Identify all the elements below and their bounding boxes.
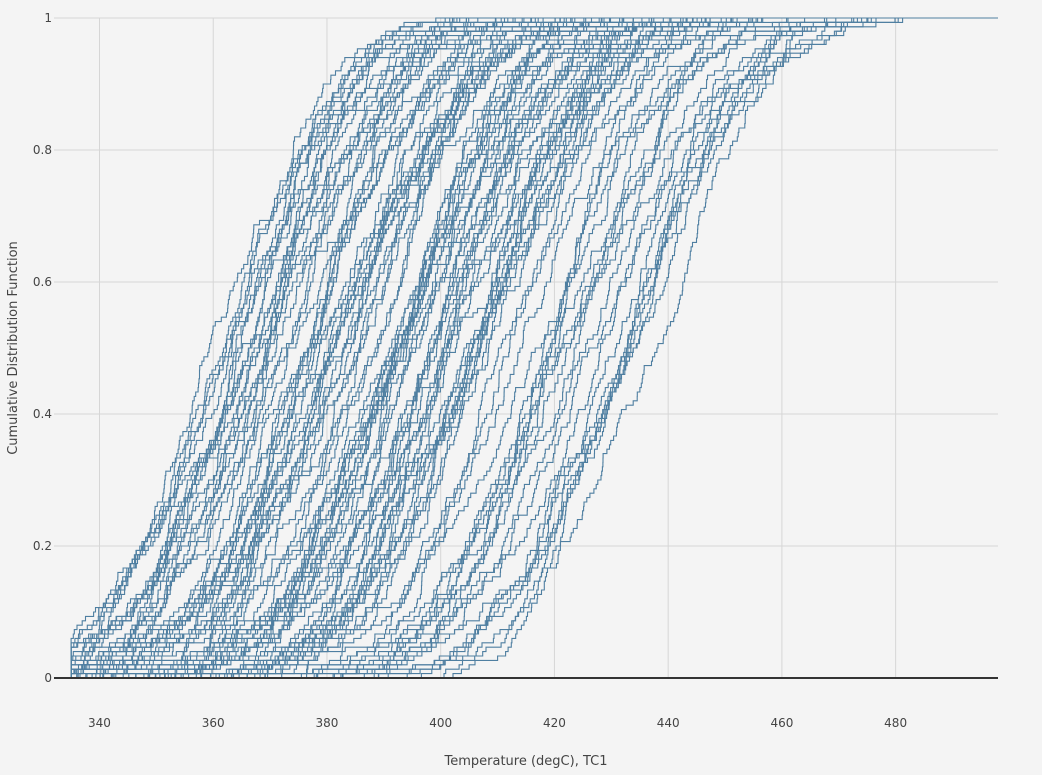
cdf-series-line xyxy=(54,17,998,679)
cdf-series-line xyxy=(54,17,998,679)
cdf-series-line xyxy=(54,17,998,679)
cdf-series-group xyxy=(54,17,998,679)
y-tick-label: 0.4 xyxy=(33,407,52,421)
y-tick-label: 0.2 xyxy=(33,539,52,553)
cdf-series-line xyxy=(54,17,998,679)
cdf-series-line xyxy=(54,17,998,679)
cdf-series-line xyxy=(54,17,998,679)
cdf-series-line xyxy=(54,17,998,679)
cdf-series-line xyxy=(54,17,998,679)
y-tick-label: 1 xyxy=(44,11,52,25)
cdf-series-line xyxy=(54,17,998,679)
cdf-series-line xyxy=(54,17,998,679)
cdf-series-line xyxy=(54,17,998,679)
y-tick-labels: 0 0.2 0.4 0.6 0.8 1 xyxy=(33,11,52,685)
cdf-series-line xyxy=(54,17,998,679)
y-tick-label: 0.6 xyxy=(33,275,52,289)
cdf-series-line xyxy=(54,17,998,679)
cdf-series-line xyxy=(54,17,998,679)
x-tick-label: 460 xyxy=(770,716,793,730)
cdf-series-line xyxy=(54,17,998,679)
x-tick-label: 380 xyxy=(316,716,339,730)
cdf-series-line xyxy=(54,17,998,679)
cdf-series-line xyxy=(54,17,998,679)
cdf-series-line xyxy=(54,17,998,679)
cdf-series-line xyxy=(54,17,998,679)
x-tick-label: 400 xyxy=(429,716,452,730)
cdf-series-line xyxy=(54,17,998,679)
cdf-series-line xyxy=(54,17,998,679)
y-axis-title: Cumulative Distribution Function xyxy=(6,241,21,455)
cdf-series-line xyxy=(54,17,998,679)
x-tick-labels: 340 360 380 400 420 440 460 480 xyxy=(88,716,907,730)
cdf-series-line xyxy=(54,17,998,679)
cdf-series-line xyxy=(54,17,998,679)
cdf-series-line xyxy=(54,17,998,679)
cdf-series-line xyxy=(54,17,998,679)
cdf-series-line xyxy=(54,17,998,679)
cdf-series-line xyxy=(54,17,998,679)
cdf-series-line xyxy=(54,17,998,679)
y-tick-label: 0.8 xyxy=(33,143,52,157)
x-tick-label: 360 xyxy=(202,716,225,730)
cdf-series-line xyxy=(54,17,998,679)
cdf-series-line xyxy=(54,17,998,679)
cdf-series-line xyxy=(54,17,998,679)
cdf-series-line xyxy=(54,17,998,679)
cdf-series-line xyxy=(54,17,998,679)
cdf-series-line xyxy=(54,17,998,679)
cdf-series-line xyxy=(54,17,998,679)
cdf-series-line xyxy=(54,17,998,679)
x-tick-label: 480 xyxy=(884,716,907,730)
cdf-series-line xyxy=(54,17,998,679)
cdf-series-line xyxy=(54,17,998,679)
cdf-series-line xyxy=(54,17,998,679)
cdf-series-line xyxy=(54,17,998,679)
cdf-series-line xyxy=(54,17,998,679)
cdf-series-line xyxy=(54,17,998,679)
cdf-series-line xyxy=(54,17,998,679)
cdf-series-line xyxy=(54,17,998,679)
cdf-series-line xyxy=(54,17,998,679)
cdf-series-line xyxy=(54,17,998,679)
cdf-series-line xyxy=(54,17,998,679)
cdf-series-line xyxy=(54,17,998,679)
cdf-series-line xyxy=(54,17,998,679)
cdf-series-line xyxy=(54,17,998,679)
cdf-series-line xyxy=(54,17,998,679)
cdf-series-line xyxy=(54,17,998,679)
y-tick-label: 0 xyxy=(44,671,52,685)
cdf-series-line xyxy=(54,17,998,679)
cdf-series-line xyxy=(54,17,998,679)
x-tick-label: 420 xyxy=(543,716,566,730)
cdf-series-line xyxy=(54,17,998,679)
cdf-series-line xyxy=(54,17,998,679)
cdf-series-line xyxy=(54,17,998,679)
x-tick-label: 440 xyxy=(657,716,680,730)
x-axis-title: Temperature (degC), TC1 xyxy=(444,754,608,769)
x-tick-label: 340 xyxy=(88,716,111,730)
cdf-series-line xyxy=(54,17,998,679)
